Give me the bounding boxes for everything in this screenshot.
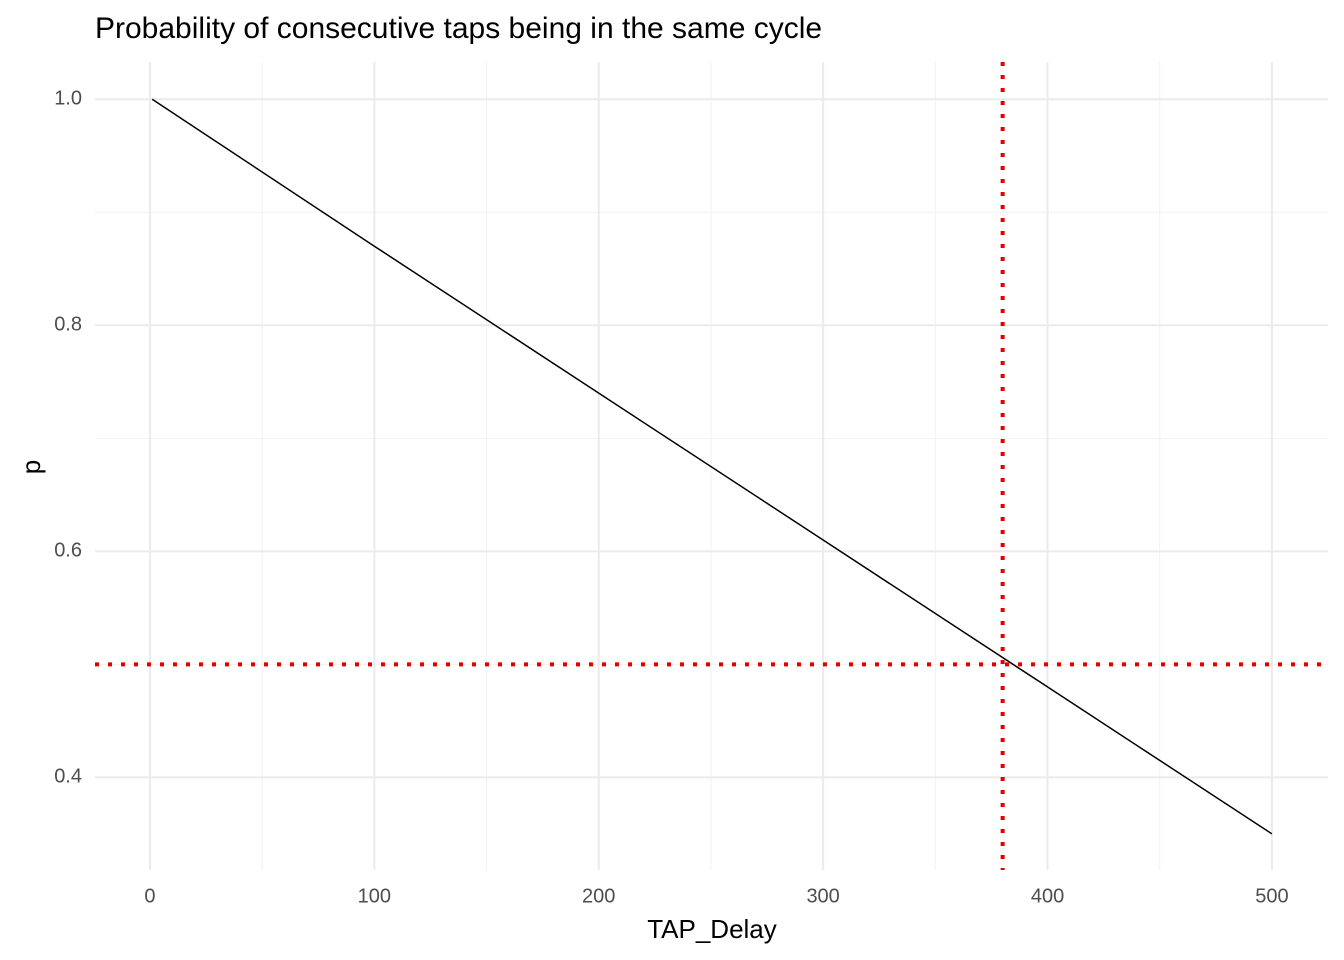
chart-title: Probability of consecutive taps being in… bbox=[95, 12, 822, 45]
x-tick-label: 500 bbox=[1255, 885, 1288, 907]
x-tick-label: 0 bbox=[144, 885, 155, 907]
x-tick-label: 100 bbox=[358, 885, 391, 907]
y-axis-title: p bbox=[16, 460, 46, 474]
x-axis-title: TAP_Delay bbox=[647, 914, 777, 944]
x-tick-label: 300 bbox=[806, 885, 839, 907]
data-line bbox=[151, 98, 1273, 835]
y-tick-label: 0.6 bbox=[54, 540, 82, 562]
y-tick-label: 0.8 bbox=[54, 314, 82, 336]
y-tick-label: 1.0 bbox=[54, 88, 82, 110]
x-tick-label: 200 bbox=[582, 885, 615, 907]
y-tick-label: 0.4 bbox=[54, 766, 82, 788]
x-tick-label: 400 bbox=[1031, 885, 1064, 907]
